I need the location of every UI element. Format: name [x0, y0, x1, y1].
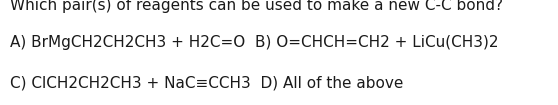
- Text: C) ClCH2CH2CH3 + NaC≡CCH3  D) All of the above: C) ClCH2CH2CH3 + NaC≡CCH3 D) All of the …: [10, 75, 403, 90]
- Text: Which pair(s) of reagents can be used to make a new C-C bond?: Which pair(s) of reagents can be used to…: [10, 0, 503, 13]
- Text: A) BrMgCH2CH2CH3 + H2C=O  B) O=CHCH=CH2 + LiCu(CH3)2: A) BrMgCH2CH2CH3 + H2C=O B) O=CHCH=CH2 +…: [10, 35, 498, 50]
